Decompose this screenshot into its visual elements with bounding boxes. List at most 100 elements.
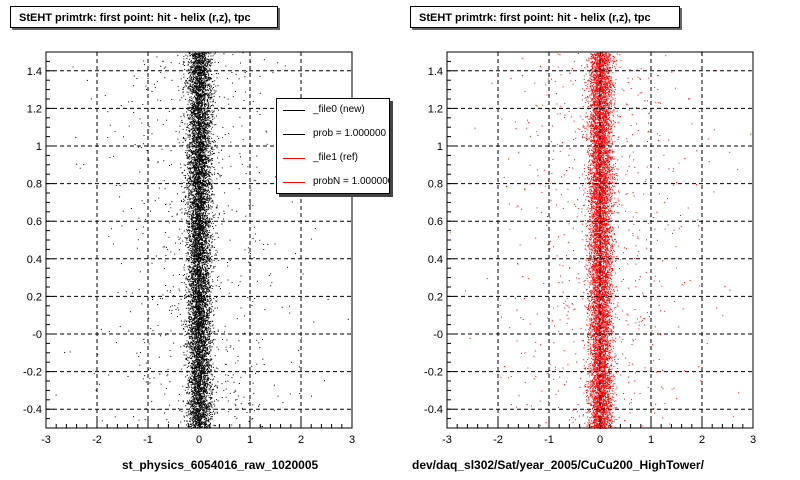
scatter-point <box>200 126 201 127</box>
scatter-point <box>186 238 187 239</box>
scatter-point <box>189 223 190 224</box>
scatter-point <box>209 333 210 334</box>
scatter-point <box>212 302 213 303</box>
scatter-point <box>205 327 206 328</box>
scatter-point <box>198 380 199 381</box>
scatter-point <box>187 247 188 248</box>
scatter-point <box>163 160 164 161</box>
scatter-point <box>191 54 192 55</box>
scatter-point <box>143 339 144 340</box>
scatter-point <box>167 375 168 376</box>
scatter-point <box>189 230 190 231</box>
scatter-point <box>216 206 217 207</box>
scatter-point <box>203 81 204 82</box>
scatter-point <box>260 76 261 77</box>
scatter-point <box>215 92 216 93</box>
scatter-point <box>203 317 204 318</box>
scatter-point <box>227 381 228 382</box>
scatter-point <box>277 62 278 63</box>
scatter-point <box>217 307 218 308</box>
scatter-point <box>204 210 205 211</box>
scatter-point <box>187 252 188 253</box>
scatter-point <box>208 190 209 191</box>
scatter-point <box>215 301 216 302</box>
scatter-point <box>181 219 182 220</box>
scatter-point <box>198 149 199 150</box>
scatter-point <box>187 199 188 200</box>
scatter-point <box>212 306 213 307</box>
scatter-point <box>192 344 193 345</box>
scatter-point <box>189 256 190 257</box>
scatter-point <box>203 77 204 78</box>
scatter-point <box>139 289 140 290</box>
scatter-point <box>183 142 184 143</box>
scatter-point <box>216 116 217 117</box>
scatter-point <box>223 390 224 391</box>
scatter-point <box>209 325 210 326</box>
scatter-point <box>224 332 225 333</box>
scatter-point <box>213 216 214 217</box>
scatter-point <box>183 74 184 75</box>
scatter-point <box>178 86 179 87</box>
scatter-point <box>174 254 175 255</box>
scatter-point <box>165 67 166 68</box>
scatter-point <box>135 144 136 145</box>
scatter-point <box>236 418 237 419</box>
scatter-point <box>192 123 193 124</box>
scatter-point <box>186 133 187 134</box>
scatter-point <box>228 401 229 402</box>
scatter-point <box>206 314 207 315</box>
scatter-point <box>204 312 205 313</box>
scatter-point <box>201 298 202 299</box>
scatter-point <box>200 58 201 59</box>
scatter-point <box>191 382 192 383</box>
scatter-point <box>209 167 210 168</box>
scatter-point <box>171 150 172 151</box>
scatter-point <box>209 143 210 144</box>
scatter-point <box>291 362 292 363</box>
scatter-point <box>238 340 239 341</box>
scatter-point <box>176 214 177 215</box>
scatter-point <box>214 172 215 173</box>
scatter-point <box>186 359 187 360</box>
scatter-point <box>189 107 190 108</box>
scatter-point <box>169 237 170 238</box>
scatter-point <box>199 147 200 148</box>
scatter-point <box>213 343 214 344</box>
scatter-point <box>209 413 210 414</box>
scatter-point <box>196 110 197 111</box>
scatter-point <box>205 154 206 155</box>
scatter-point <box>210 298 211 299</box>
scatter-point <box>186 340 187 341</box>
scatter-point <box>209 343 210 344</box>
scatter-point <box>206 316 207 317</box>
scatter-point <box>187 88 188 89</box>
scatter-point <box>187 231 188 232</box>
scatter-point <box>193 399 194 400</box>
scatter-point <box>202 147 203 148</box>
scatter-point <box>167 249 168 250</box>
scatter-point <box>191 420 192 421</box>
scatter-point <box>295 253 296 254</box>
scatter-point <box>210 226 211 227</box>
scatter-point <box>191 426 192 427</box>
scatter-point <box>191 334 192 335</box>
scatter-point <box>184 182 185 183</box>
scatter-point <box>190 267 191 268</box>
scatter-point <box>190 214 191 215</box>
scatter-point <box>204 360 205 361</box>
scatter-point <box>254 180 255 181</box>
scatter-point <box>184 82 185 83</box>
scatter-point <box>201 364 202 365</box>
scatter-point <box>192 131 193 132</box>
scatter-point <box>205 120 206 121</box>
scatter-point <box>191 402 192 403</box>
scatter-point <box>179 229 180 230</box>
scatter-point <box>196 332 197 333</box>
scatter-point <box>211 185 212 186</box>
scatter-point <box>201 344 202 345</box>
scatter-point <box>208 74 209 75</box>
scatter-point <box>178 303 179 304</box>
scatter-point <box>212 186 213 187</box>
scatter-point <box>207 361 208 362</box>
